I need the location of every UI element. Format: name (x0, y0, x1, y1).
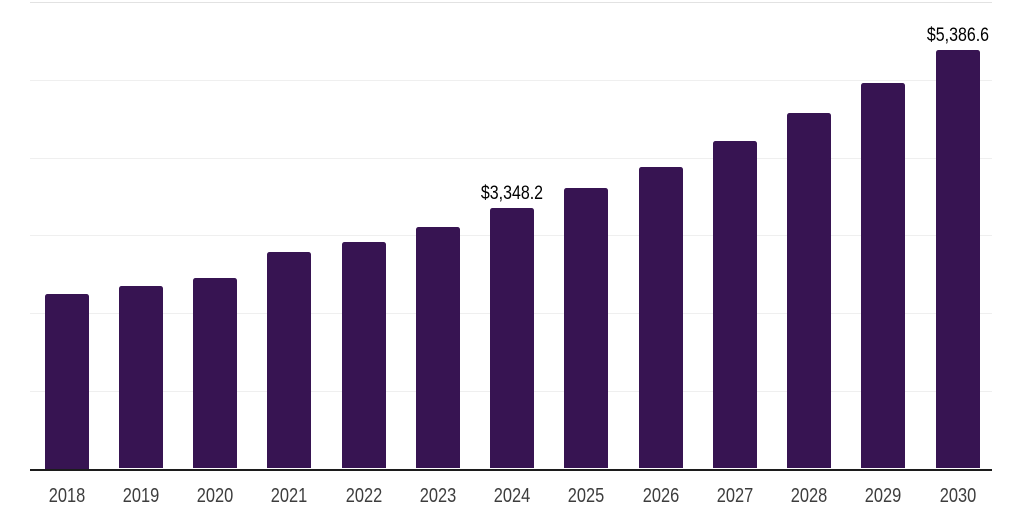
bar-2026 (638, 166, 683, 469)
x-tick-2020: 2020 (196, 485, 234, 507)
data-label-2024: $3,348.2 (480, 183, 544, 205)
data-label-2030: $5,386.6 (926, 24, 989, 46)
x-tick-2024: 2024 (493, 485, 531, 507)
x-tick-2018: 2018 (48, 485, 85, 507)
x-tick-2029: 2029 (865, 485, 902, 507)
bar-2028 (787, 112, 831, 469)
x-tick-2027: 2027 (716, 485, 753, 507)
x-tick-2019: 2019 (122, 485, 159, 507)
bar-2019 (118, 286, 163, 469)
x-tick-2025: 2025 (568, 485, 605, 507)
x-tick-2023: 2023 (419, 485, 456, 507)
gridline-6000 (30, 2, 992, 3)
bar-2029 (861, 82, 906, 469)
bar-2030 (935, 49, 980, 469)
bar-2022 (341, 241, 386, 469)
bar-2021 (267, 251, 312, 469)
x-tick-2026: 2026 (642, 485, 679, 507)
x-axis-line (30, 468, 992, 471)
bar-2024 (490, 208, 534, 469)
x-tick-2028: 2028 (790, 485, 828, 507)
bar-2027 (712, 140, 757, 469)
bar-2018 (44, 293, 89, 469)
x-tick-2022: 2022 (345, 485, 382, 507)
bar-2020 (193, 278, 237, 469)
gridline-4000 (30, 157, 992, 159)
x-tick-2030: 2030 (939, 485, 976, 507)
x-tick-2021: 2021 (271, 485, 308, 507)
bar-2025 (564, 187, 609, 469)
bar-2023 (415, 226, 460, 469)
gridline-5000 (30, 79, 992, 81)
